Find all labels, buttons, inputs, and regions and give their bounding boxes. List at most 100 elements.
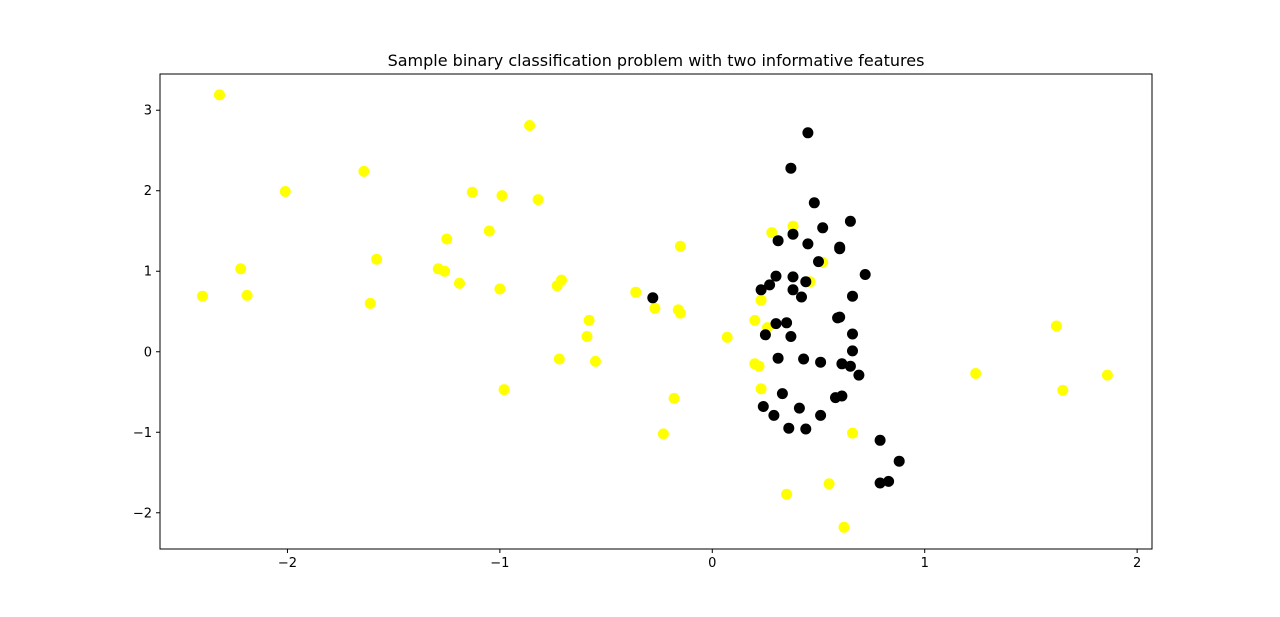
scatter-point-class0-30 bbox=[674, 307, 686, 319]
scatter-point-class1-41 bbox=[847, 290, 858, 302]
scatter-point-class0-1 bbox=[197, 290, 208, 302]
scatter-point-class0-27 bbox=[657, 428, 669, 440]
scatter-point-class0-33 bbox=[749, 314, 761, 326]
scatter-point-class0-47 bbox=[970, 368, 982, 379]
ticks-layer: −2 −1 0 1 2 −2 −1 0 1 2 3 bbox=[133, 104, 1141, 571]
scatter-point-class0-28 bbox=[668, 392, 680, 404]
scatter-point-class0-46 bbox=[847, 427, 858, 439]
scatter-point-class0-23 bbox=[581, 331, 593, 342]
scatter-point-class0-14 bbox=[494, 283, 506, 295]
scatter-point-class0-5 bbox=[358, 165, 370, 177]
scatter-point-class0-41 bbox=[787, 220, 799, 232]
scatter-point-class1-11 bbox=[781, 317, 793, 329]
scatter-point-class0-6 bbox=[364, 297, 376, 309]
scatter-point-class1-43 bbox=[859, 269, 871, 280]
scatter-point-class0-12 bbox=[466, 186, 478, 198]
scatter-point-class1-35 bbox=[836, 358, 848, 370]
scatter-point-class1-23 bbox=[802, 238, 814, 250]
scatter-point-class1-4 bbox=[764, 279, 776, 291]
scatter-point-class1-36 bbox=[836, 390, 848, 402]
scatter-point-class1-34 bbox=[834, 241, 846, 253]
scatter-point-class1-20 bbox=[798, 353, 810, 365]
scatter-point-class0-10 bbox=[441, 233, 453, 245]
scatter-point-class1-46 bbox=[883, 475, 895, 487]
scatter-point-class1-29 bbox=[817, 222, 829, 234]
scatter-point-class1-28 bbox=[815, 409, 827, 421]
points-layer bbox=[197, 89, 1113, 533]
x-tick-label: −2 bbox=[278, 556, 297, 571]
x-tick-label: −1 bbox=[490, 556, 509, 571]
scatter-point-class1-5 bbox=[768, 409, 780, 421]
scatter-point-class0-17 bbox=[524, 120, 536, 131]
scatter-point-class1-19 bbox=[796, 291, 807, 303]
scatter-point-class0-2 bbox=[235, 263, 247, 275]
scatter-point-class0-25 bbox=[630, 286, 642, 298]
scatter-point-class1-9 bbox=[772, 352, 784, 364]
y-tick-label: 2 bbox=[144, 184, 152, 199]
scatter-point-class1-22 bbox=[800, 276, 812, 288]
scatter-point-class0-21 bbox=[553, 353, 565, 365]
scatter-point-class1-45 bbox=[874, 477, 886, 489]
scatter-point-class0-13 bbox=[483, 225, 495, 237]
scatter-point-class0-18 bbox=[532, 194, 544, 206]
scatter-point-class1-0 bbox=[647, 292, 659, 304]
scatter-point-class1-3 bbox=[757, 401, 769, 412]
scatter-point-class1-44 bbox=[874, 434, 886, 446]
x-tick-label: 0 bbox=[708, 556, 716, 571]
scatter-point-class0-39 bbox=[766, 227, 778, 239]
scatter-point-class1-42 bbox=[853, 369, 865, 381]
scatter-point-class0-45 bbox=[838, 521, 850, 533]
scatter-point-class1-1 bbox=[755, 284, 767, 296]
y-tick-label: 1 bbox=[144, 265, 152, 280]
scatter-point-class1-17 bbox=[787, 284, 799, 296]
scatter-point-class0-7 bbox=[371, 253, 383, 265]
scatter-point-class0-22 bbox=[583, 314, 595, 326]
scatter-point-class1-16 bbox=[787, 271, 799, 283]
scatter-point-class0-49 bbox=[1057, 384, 1069, 396]
scatter-point-class0-9 bbox=[439, 265, 451, 277]
scatter-point-class1-13 bbox=[785, 162, 797, 174]
scatter-point-class0-50 bbox=[1101, 369, 1113, 381]
scatter-point-class0-31 bbox=[674, 240, 686, 252]
scatter-point-class0-40 bbox=[781, 488, 793, 500]
scatter-point-class0-3 bbox=[241, 289, 253, 301]
scatter-point-class1-21 bbox=[800, 423, 812, 435]
scatter-point-class0-15 bbox=[496, 190, 508, 202]
scatter-point-class1-39 bbox=[847, 345, 858, 357]
scatter-point-class1-26 bbox=[813, 256, 824, 268]
scatter-point-class1-25 bbox=[808, 197, 820, 209]
scatter-point-class1-10 bbox=[776, 388, 788, 400]
scatter-point-class0-35 bbox=[753, 360, 765, 372]
scatter-point-class0-32 bbox=[721, 331, 733, 343]
scatter-point-class0-4 bbox=[279, 186, 291, 197]
scatter-point-class1-18 bbox=[793, 402, 805, 414]
scatter-point-class1-7 bbox=[770, 270, 782, 282]
scatter-point-class0-36 bbox=[755, 383, 767, 395]
scatter-point-class1-6 bbox=[770, 318, 782, 330]
scatter-point-class1-12 bbox=[783, 422, 795, 434]
scatter-point-class1-38 bbox=[844, 215, 856, 227]
scatter-point-class1-40 bbox=[847, 328, 858, 340]
y-tick-label: −1 bbox=[133, 426, 152, 441]
scatter-point-class0-16 bbox=[498, 384, 510, 396]
scatter-point-class1-14 bbox=[785, 331, 797, 342]
scatter-point-class0-48 bbox=[1050, 320, 1062, 332]
scatter-point-class0-26 bbox=[649, 302, 661, 314]
scatter-point-class0-0 bbox=[214, 89, 225, 101]
scatter-point-class1-8 bbox=[772, 235, 784, 247]
scatter-point-class1-27 bbox=[815, 356, 827, 368]
scatter-point-class1-47 bbox=[893, 455, 905, 467]
chart-title: Sample binary classification problem wit… bbox=[388, 51, 925, 70]
scatter-point-class0-44 bbox=[823, 478, 835, 490]
scatter-point-class1-37 bbox=[844, 360, 856, 372]
scatter-point-class0-24 bbox=[590, 355, 601, 367]
x-tick-label: 2 bbox=[1133, 556, 1141, 571]
y-tick-label: 0 bbox=[144, 345, 152, 360]
scatter-point-class0-37 bbox=[755, 294, 767, 306]
scatter-point-class1-24 bbox=[802, 127, 814, 139]
y-tick-label: 3 bbox=[144, 104, 152, 119]
y-tick-label: −2 bbox=[133, 506, 152, 521]
scatter-point-class1-2 bbox=[759, 329, 771, 341]
plot-area-frame bbox=[159, 73, 1153, 550]
